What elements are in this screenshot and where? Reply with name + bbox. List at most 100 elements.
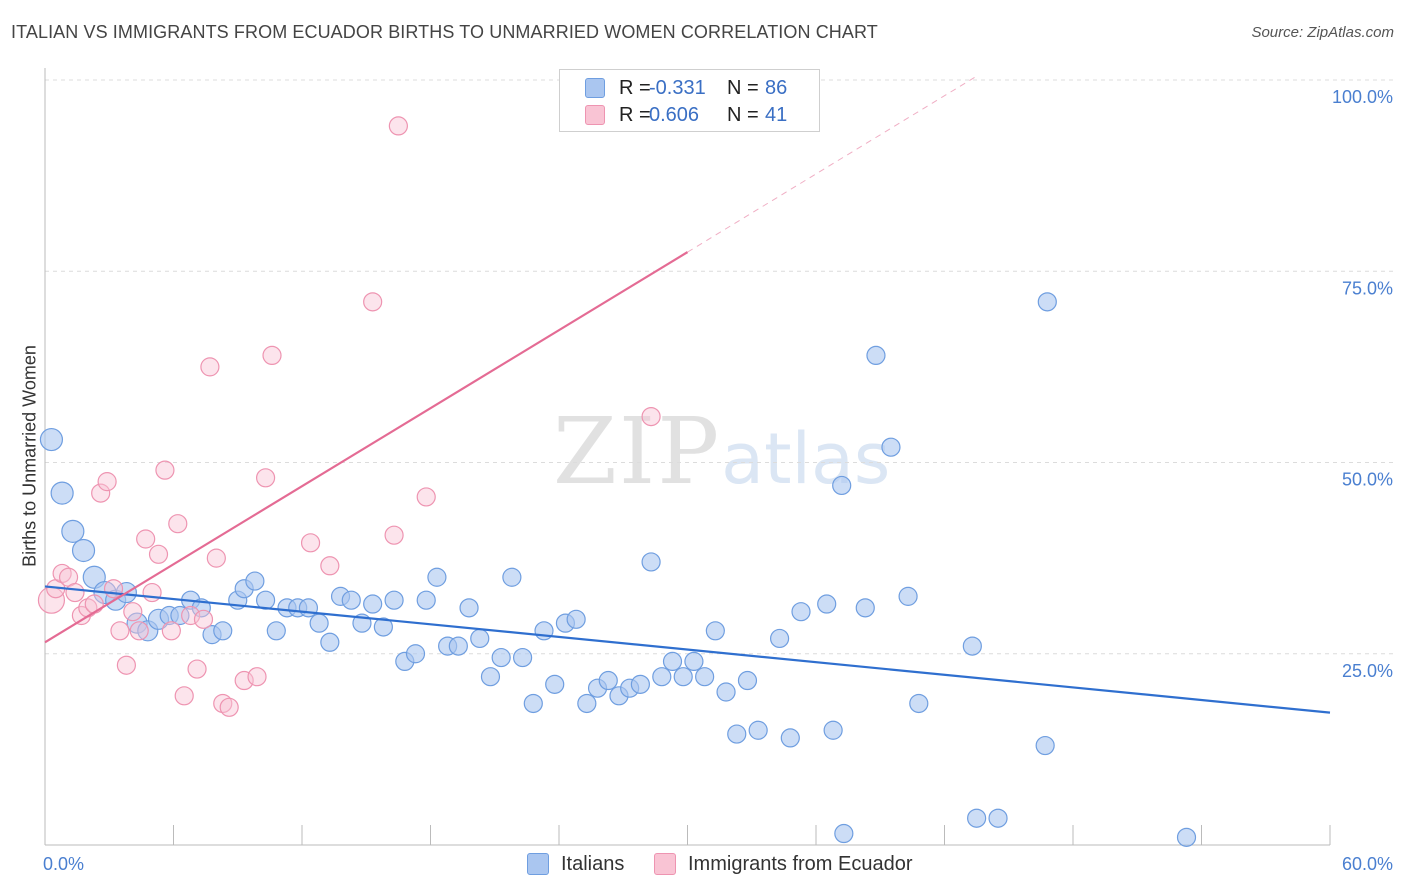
ecuador-point xyxy=(136,529,156,549)
ecuador-point xyxy=(206,548,226,568)
legend-n-value: 86 xyxy=(765,76,788,99)
legend-r-label: R = xyxy=(619,103,651,126)
ecuador-point xyxy=(110,621,130,641)
italians-point xyxy=(705,621,725,641)
ecuador-point xyxy=(247,667,267,687)
italians-point xyxy=(363,594,383,614)
legend-row-ecuador: R = 0.606 N = 41 xyxy=(585,103,787,127)
bottom-legend-italians: Italians xyxy=(527,851,624,877)
ecuador-point xyxy=(363,292,383,312)
italians-trend-line xyxy=(44,585,1331,714)
legend-swatch-italians xyxy=(585,78,605,98)
italians-point xyxy=(909,693,929,714)
italians-point xyxy=(898,586,918,606)
ecuador-point xyxy=(219,697,239,717)
italians-point xyxy=(1037,292,1057,312)
italians-point xyxy=(566,609,586,629)
ecuador-point xyxy=(187,659,207,679)
italians-point xyxy=(769,628,790,649)
ecuador-point xyxy=(262,345,282,365)
italians-point xyxy=(577,693,597,714)
source-label: Source: ZipAtlas.com xyxy=(1251,24,1394,41)
ecuador-point xyxy=(142,582,162,603)
italians-point xyxy=(881,437,901,457)
ecuador-point xyxy=(116,655,136,675)
ecuador-point xyxy=(300,533,321,553)
italians-point xyxy=(384,590,404,610)
ecuador-point xyxy=(234,670,254,691)
italians-point xyxy=(213,621,233,641)
watermark-zip: ZIP xyxy=(553,398,722,505)
italians-point xyxy=(512,647,533,668)
ecuador-point xyxy=(388,116,408,136)
ecuador-point xyxy=(641,407,661,427)
italians-point xyxy=(405,644,426,664)
y-tick-label: 100.0% xyxy=(1332,87,1393,107)
italians-point xyxy=(727,724,747,744)
italians-point xyxy=(1176,827,1197,847)
italians-point xyxy=(823,720,843,740)
x-tick-label: 0.0% xyxy=(43,854,84,874)
legend-n-value: 41 xyxy=(765,103,788,126)
italians-point xyxy=(341,590,361,610)
italians-point xyxy=(427,567,447,587)
ecuador-point xyxy=(168,514,188,534)
ecuador-trend-line xyxy=(44,251,689,644)
italians-point xyxy=(545,674,565,694)
italians-point xyxy=(309,613,329,633)
italians-point xyxy=(523,693,543,714)
italians-point xyxy=(320,632,340,652)
ecuador-point xyxy=(123,602,143,622)
italians-point xyxy=(491,647,511,668)
legend-r-value: 0.606 xyxy=(649,103,700,126)
chart-title: ITALIAN VS IMMIGRANTS FROM ECUADOR BIRTH… xyxy=(11,22,878,42)
ecuador-point xyxy=(155,460,175,480)
italians-point xyxy=(748,720,768,740)
italians-point xyxy=(245,571,265,591)
y-tick-label: 25.0% xyxy=(1342,661,1393,681)
ecuador-trend-extension xyxy=(687,75,977,253)
ecuador-point xyxy=(65,582,85,603)
bottom-legend-swatch-italians xyxy=(527,853,549,875)
ecuador-point xyxy=(200,357,220,377)
italians-point xyxy=(684,651,704,672)
italians-point xyxy=(832,475,852,496)
correlation-legend: R = -0.331 N = 86 R = 0.606 N = 41 xyxy=(559,69,820,132)
ecuador-point xyxy=(129,621,149,641)
italians-point xyxy=(988,808,1008,828)
bottom-legend-label-ecuador: Immigrants from Ecuador xyxy=(688,852,913,875)
italians-point xyxy=(598,670,618,691)
x-tick-label: 60.0% xyxy=(1342,854,1393,874)
italians-point xyxy=(1035,735,1055,756)
y-tick-label: 75.0% xyxy=(1342,278,1393,298)
italians-point xyxy=(834,823,854,844)
watermark-atlas: atlas xyxy=(721,418,891,500)
italians-point xyxy=(630,674,650,694)
bottom-legend-ecuador: Immigrants from Ecuador xyxy=(654,851,913,877)
italians-point xyxy=(470,628,490,649)
ecuador-point xyxy=(161,621,181,641)
y-tick-label: 50.0% xyxy=(1342,470,1393,490)
italians-point xyxy=(373,617,393,637)
ecuador-point xyxy=(320,556,340,576)
ecuador-point xyxy=(174,686,194,706)
italians-point xyxy=(855,598,875,618)
ecuador-point xyxy=(84,594,104,614)
italians-point xyxy=(695,667,715,687)
ecuador-point xyxy=(255,468,276,488)
ecuador-point xyxy=(97,472,117,492)
italians-point xyxy=(71,538,96,563)
legend-r-value: -0.331 xyxy=(649,76,706,99)
italians-point xyxy=(780,728,800,748)
italians-point xyxy=(866,345,886,365)
italians-point xyxy=(416,590,436,610)
italians-point xyxy=(480,667,501,687)
italians-point xyxy=(652,667,672,687)
legend-n-label: N = xyxy=(727,76,759,99)
italians-point xyxy=(641,552,661,572)
italians-point xyxy=(662,651,683,672)
italians-point xyxy=(817,594,837,614)
italians-point xyxy=(448,636,468,656)
italians-point xyxy=(791,602,811,622)
